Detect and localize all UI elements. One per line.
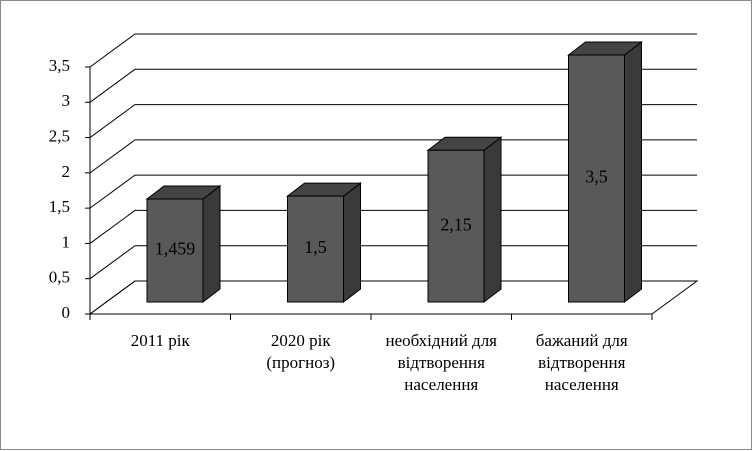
bar-side bbox=[343, 182, 361, 304]
bar bbox=[426, 136, 503, 304]
bar bbox=[286, 182, 362, 304]
y-tick-label: 3 bbox=[62, 91, 71, 110]
grid-line bbox=[89, 280, 697, 315]
grid-line bbox=[89, 245, 697, 280]
y-tick-label: 1,5 bbox=[49, 197, 70, 216]
y-tick-label: 1 bbox=[62, 232, 71, 251]
y-tick-label: 0,5 bbox=[49, 268, 70, 287]
x-tick-label: необхідний для відтворення населення bbox=[385, 331, 497, 394]
grid-line bbox=[89, 104, 697, 138]
x-tick-label: 2011 рік bbox=[130, 331, 190, 350]
bar-side bbox=[483, 136, 502, 304]
bar bbox=[145, 185, 222, 304]
grid-line bbox=[89, 33, 697, 68]
bar bbox=[567, 40, 643, 304]
bar-front bbox=[287, 195, 344, 303]
grid-line bbox=[89, 174, 697, 209]
grid-line bbox=[89, 139, 697, 174]
bar-front bbox=[568, 54, 625, 303]
y-tick-label: 3,5 bbox=[49, 56, 70, 75]
y-tick-label: 2,5 bbox=[49, 126, 70, 145]
value-label: 2,15 bbox=[440, 214, 472, 234]
bar-front bbox=[146, 198, 204, 303]
grid-line bbox=[89, 209, 697, 244]
bar-front bbox=[427, 149, 485, 303]
bar-side bbox=[202, 185, 221, 304]
y-tick-label: 2 bbox=[62, 162, 71, 181]
value-label: 1,5 bbox=[304, 237, 327, 257]
value-label: 3,5 bbox=[585, 167, 608, 187]
x-tick-label: 2020 рік (прогноз) bbox=[266, 331, 336, 372]
bar-side bbox=[624, 40, 642, 304]
grid-line bbox=[89, 68, 697, 103]
value-label: 1,459 bbox=[155, 239, 196, 259]
y-tick-label: 0 bbox=[62, 303, 71, 322]
x-tick-label: бажаний для відтворення населення bbox=[535, 331, 628, 394]
